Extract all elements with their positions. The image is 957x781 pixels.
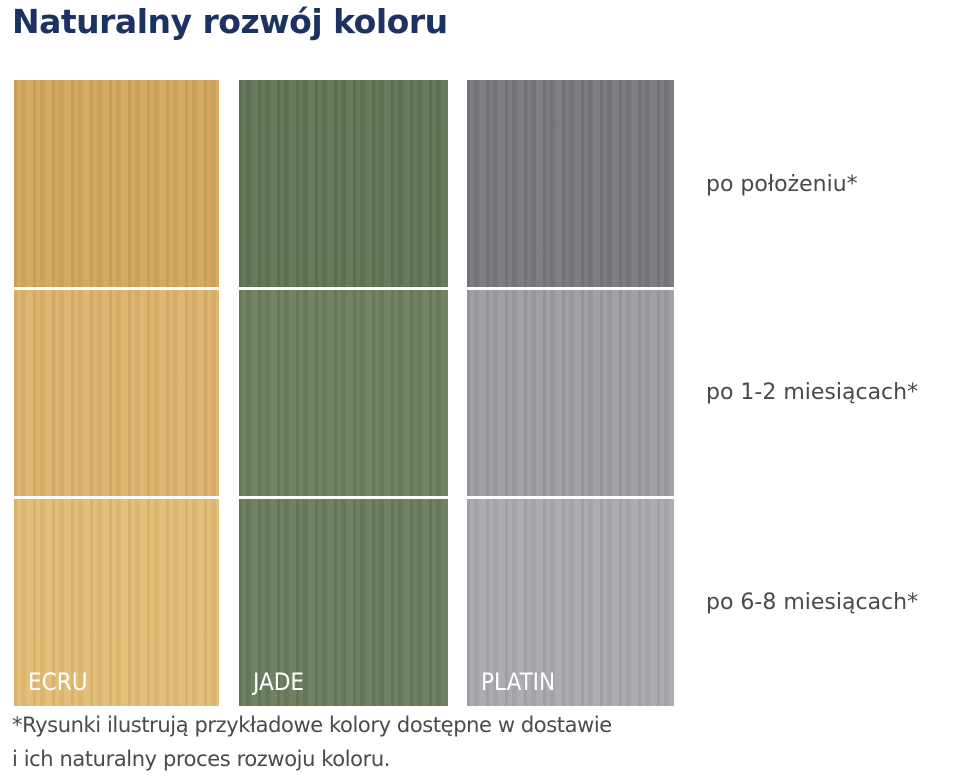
color-name-platin: PLATIN	[481, 668, 556, 696]
swatch-ecru-3: ECRU	[14, 499, 219, 706]
swatch-jade-3: JADE	[239, 499, 448, 706]
page-title: Naturalny rozwój koloru	[12, 2, 448, 41]
swatch-jade-2	[239, 290, 448, 496]
swatch-ecru-1	[14, 80, 219, 287]
color-name-ecru: ECRU	[28, 668, 88, 696]
footnote-line-1: *Rysunki ilustrują przykładowe kolory do…	[12, 713, 612, 737]
footnote-line-2: i ich naturalny proces rozwoju koloru.	[12, 747, 391, 771]
swatch-platin-1	[467, 80, 674, 287]
swatch-platin-3: PLATIN	[467, 499, 674, 706]
swatch-ecru-2	[14, 290, 219, 496]
swatch-jade-1	[239, 80, 448, 287]
color-name-jade: JADE	[253, 668, 304, 696]
footnote: *Rysunki ilustrują przykładowe kolory do…	[12, 708, 612, 776]
row-label-6-8-months: po 6-8 miesiącach*	[706, 590, 919, 615]
row-label-1-2-months: po 1-2 miesiącach*	[706, 380, 919, 405]
row-label-after-install: po położeniu*	[706, 172, 858, 197]
swatch-platin-2	[467, 290, 674, 496]
